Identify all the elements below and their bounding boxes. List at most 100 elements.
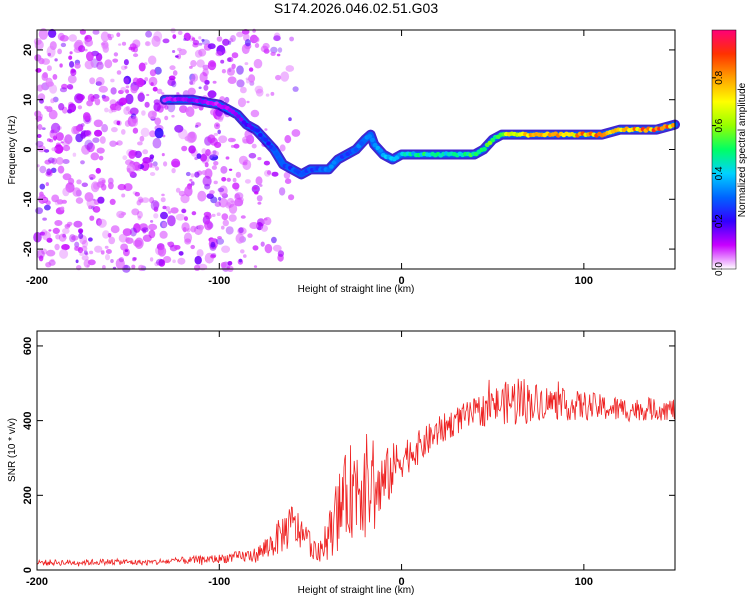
noise-blob xyxy=(49,139,54,143)
noise-blob xyxy=(104,245,109,249)
noise-blob xyxy=(129,227,137,237)
noise-blob xyxy=(161,221,167,228)
noise-blob xyxy=(62,233,66,238)
noise-blob xyxy=(228,40,232,45)
noise-blob xyxy=(175,55,179,58)
noise-blob xyxy=(292,86,299,92)
colorbar: 0.0 0.2 0.4 0.6 0.8 Normalized spectral ampl… xyxy=(711,29,748,276)
y-tick-label: -20 xyxy=(22,241,34,257)
noise-blob xyxy=(203,84,209,91)
noise-blob xyxy=(283,171,291,179)
noise-blob xyxy=(84,48,88,52)
snr-line xyxy=(36,378,675,567)
noise-blob xyxy=(184,216,188,222)
noise-blob xyxy=(210,150,219,157)
noise-blob xyxy=(84,129,92,137)
noise-blob xyxy=(177,257,186,265)
noise-blob xyxy=(89,215,95,221)
noise-blob xyxy=(236,79,245,88)
noise-blob xyxy=(134,150,142,159)
noise-blob xyxy=(161,193,165,197)
noise-blob xyxy=(125,236,130,242)
noise-blob xyxy=(167,241,172,246)
noise-blob xyxy=(64,134,73,145)
noise-blob xyxy=(139,135,145,142)
noise-blob xyxy=(167,102,176,113)
noise-blob xyxy=(177,30,183,35)
noise-blob xyxy=(174,124,184,133)
noise-blob xyxy=(213,132,219,136)
noise-blob xyxy=(153,201,160,209)
noise-blob xyxy=(109,140,117,147)
noise-blob xyxy=(105,253,110,261)
noise-blob xyxy=(277,47,283,53)
noise-blob xyxy=(122,155,128,161)
noise-blob xyxy=(130,85,138,94)
figure-title: S174.2026.046.02.51.G03 xyxy=(274,0,438,16)
noise-blob xyxy=(147,110,157,120)
noise-blob xyxy=(88,237,93,242)
noise-blob xyxy=(84,192,94,202)
noise-blob xyxy=(236,65,244,75)
noise-blob xyxy=(111,127,118,133)
noise-blob xyxy=(141,161,150,172)
noise-blob xyxy=(149,130,157,138)
noise-blob xyxy=(220,166,228,174)
noise-blob xyxy=(280,71,290,82)
noise-blob xyxy=(115,105,122,111)
noise-blob xyxy=(92,137,100,143)
noise-blob xyxy=(148,162,153,168)
noise-blob xyxy=(207,43,216,50)
noise-blob xyxy=(214,141,222,148)
noise-blob xyxy=(79,252,85,257)
noise-blob xyxy=(226,57,232,62)
noise-blob xyxy=(235,233,245,244)
noise-blob xyxy=(215,124,219,127)
noise-blob xyxy=(141,110,146,116)
noise-blob xyxy=(270,91,275,96)
noise-blob xyxy=(35,68,42,73)
noise-blob xyxy=(92,206,101,213)
noise-blob xyxy=(150,82,154,86)
noise-blob xyxy=(163,161,168,167)
noise-blob xyxy=(42,197,48,202)
noise-blob xyxy=(225,156,230,160)
ridge-point xyxy=(367,134,373,139)
noise-blob xyxy=(240,249,245,254)
noise-blob xyxy=(190,173,195,178)
noise-blob xyxy=(109,198,116,205)
noise-blob xyxy=(264,128,268,131)
noise-blob xyxy=(198,42,203,46)
noise-blob xyxy=(175,213,186,221)
noise-blob xyxy=(92,198,96,201)
noise-blob xyxy=(72,152,77,157)
noise-blob xyxy=(107,33,111,38)
noise-blob xyxy=(277,250,284,257)
noise-blob xyxy=(273,35,281,42)
noise-blob xyxy=(46,65,52,72)
noise-blob xyxy=(172,50,176,53)
noise-blob xyxy=(108,181,114,190)
noise-blob xyxy=(204,183,211,190)
noise-blob xyxy=(39,183,46,190)
noise-blob xyxy=(252,28,256,33)
noise-blob xyxy=(123,77,129,85)
noise-blob xyxy=(264,243,273,254)
noise-blob xyxy=(35,207,43,215)
noise-blob xyxy=(84,38,93,47)
noise-blob xyxy=(237,97,247,108)
noise-blob xyxy=(194,49,203,58)
noise-blob xyxy=(82,240,88,248)
noise-blob xyxy=(215,51,223,57)
noise-blob xyxy=(209,190,215,195)
noise-blob xyxy=(222,38,230,46)
ridge-point xyxy=(257,132,263,138)
noise-blob xyxy=(108,236,116,245)
noise-blob xyxy=(109,34,114,39)
noise-blob xyxy=(129,107,139,116)
noise-blob xyxy=(172,259,176,264)
noise-blob xyxy=(212,150,217,155)
noise-blob xyxy=(41,72,49,81)
noise-blob xyxy=(69,234,76,243)
noise-blob xyxy=(275,74,282,81)
